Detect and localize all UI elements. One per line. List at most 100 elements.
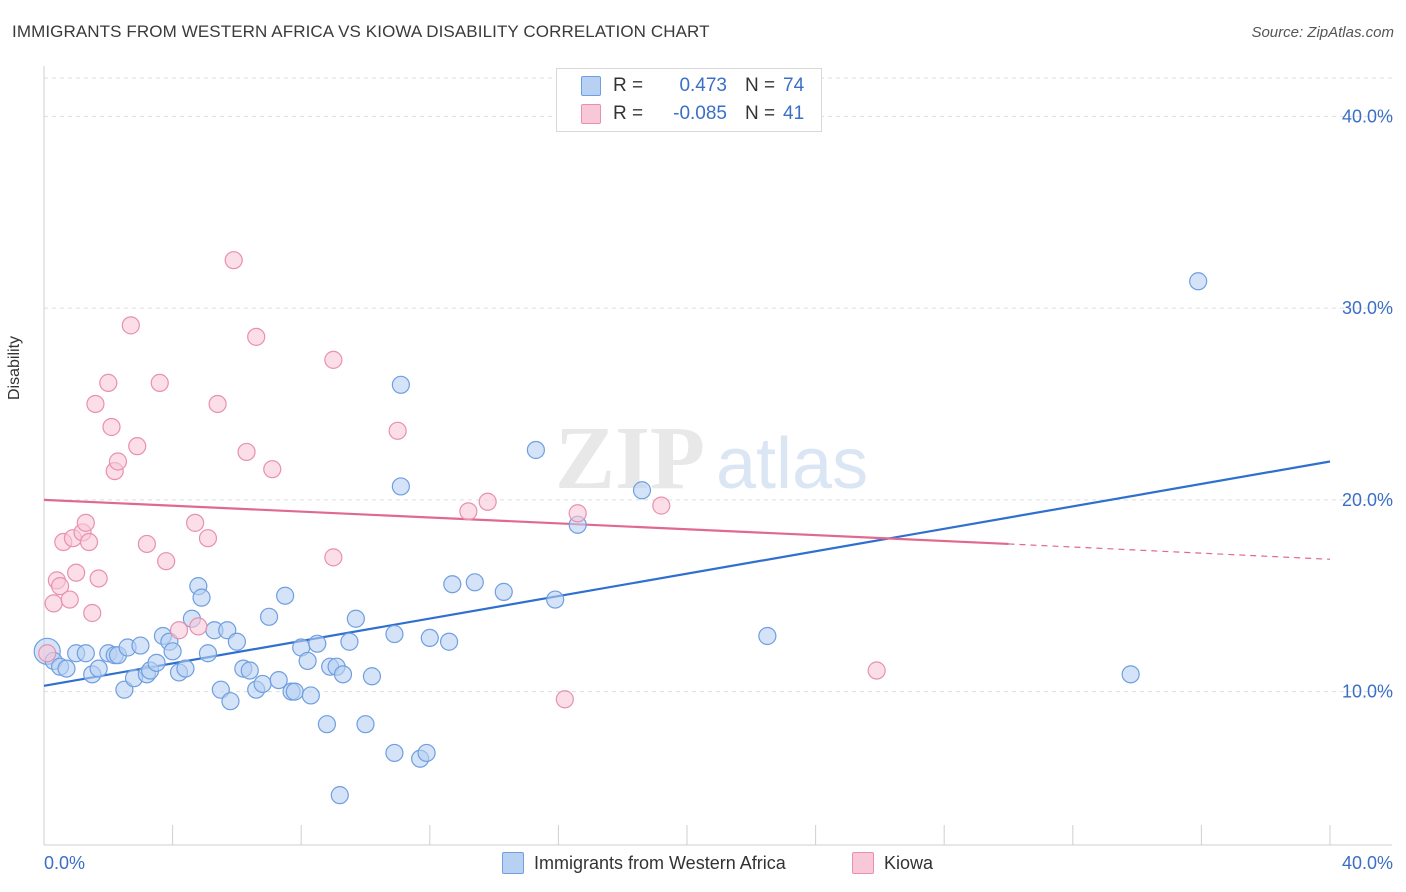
point-kiowa xyxy=(208,394,227,414)
point-western-africa xyxy=(385,624,404,644)
legend-r-value: 0.473 xyxy=(679,75,727,96)
point-western-africa xyxy=(221,692,240,711)
point-western-africa xyxy=(346,609,365,628)
point-western-africa xyxy=(253,674,272,694)
x-tick-label: 0.0% xyxy=(44,853,85,873)
point-western-africa xyxy=(417,743,436,763)
legend-n-value: 74 xyxy=(783,75,805,96)
watermark-atlas: atlas xyxy=(716,424,868,504)
point-kiowa xyxy=(89,569,108,588)
point-kiowa xyxy=(867,661,886,680)
point-kiowa xyxy=(157,552,176,571)
point-kiowa xyxy=(99,373,118,392)
point-kiowa xyxy=(224,251,243,270)
bottom-legend-kiowa: Kiowa xyxy=(852,852,933,874)
point-western-africa xyxy=(301,686,320,705)
trend-lines xyxy=(43,460,1331,687)
point-kiowa xyxy=(169,621,189,640)
grid-lines xyxy=(44,77,1392,693)
point-kiowa xyxy=(324,350,343,369)
point-western-africa xyxy=(465,573,484,592)
point-kiowa xyxy=(128,437,147,456)
point-western-africa xyxy=(317,715,337,734)
point-kiowa xyxy=(102,417,121,437)
point-western-africa xyxy=(420,628,439,648)
point-kiowa xyxy=(263,460,282,479)
point-western-africa xyxy=(758,626,777,646)
y-tick-labels: 10.0% 20.0% 30.0% 40.0% xyxy=(1342,106,1393,701)
point-kiowa xyxy=(67,563,86,582)
point-western-africa xyxy=(240,661,259,680)
point-kiowa xyxy=(79,532,99,552)
bottom-legend-label: Kiowa xyxy=(884,852,934,873)
point-kiowa xyxy=(108,452,128,471)
point-kiowa xyxy=(150,373,169,392)
trend-line-extension xyxy=(1008,543,1331,560)
point-western-africa xyxy=(333,665,353,684)
point-kiowa xyxy=(388,421,407,440)
point-western-africa xyxy=(131,636,150,655)
point-kiowa xyxy=(247,327,266,346)
point-kiowa xyxy=(50,577,70,596)
point-western-africa xyxy=(494,582,513,601)
trend-line-kiowa xyxy=(43,498,1009,546)
point-western-africa xyxy=(163,642,182,661)
data-points xyxy=(33,251,1208,805)
axes xyxy=(43,66,1392,846)
legend-r-label: R = xyxy=(613,75,644,96)
y-axis-label: Disability xyxy=(6,335,23,400)
point-western-africa xyxy=(57,659,76,678)
point-western-africa xyxy=(227,632,246,651)
point-western-africa xyxy=(546,590,565,609)
point-western-africa xyxy=(176,659,195,678)
point-kiowa xyxy=(324,548,343,567)
legend-r-label: R = xyxy=(613,103,644,124)
point-western-africa xyxy=(385,743,404,763)
point-western-africa xyxy=(443,575,462,594)
point-kiowa xyxy=(86,394,105,414)
source-label: Source: ZipAtlas.com xyxy=(1251,24,1394,41)
point-western-africa xyxy=(391,477,410,496)
point-kiowa xyxy=(76,513,95,532)
point-kiowa xyxy=(38,644,57,663)
trend-line-western-africa xyxy=(43,460,1331,687)
point-kiowa xyxy=(44,594,63,613)
point-western-africa xyxy=(632,481,652,500)
point-western-africa xyxy=(526,440,545,460)
chart-title: IMMIGRANTS FROM WESTERN AFRICA VS KIOWA … xyxy=(12,22,710,41)
bottom-legend-swatch-blue xyxy=(502,852,524,874)
point-kiowa xyxy=(459,502,478,521)
legend-swatch-blue xyxy=(581,76,601,96)
legend-n-label: N = xyxy=(745,75,776,96)
legend-row-western-africa: R = 0.473 N = 74 xyxy=(581,73,804,99)
point-western-africa xyxy=(340,632,359,651)
point-kiowa xyxy=(198,529,218,548)
point-kiowa xyxy=(189,617,208,636)
point-western-africa xyxy=(89,659,108,678)
bottom-legend-label: Immigrants from Western Africa xyxy=(534,852,786,873)
point-western-africa xyxy=(391,375,410,394)
x-tick-labels: 0.0% 40.0% xyxy=(44,853,1393,873)
y-tick-label: 30.0% xyxy=(1342,298,1393,318)
point-western-africa xyxy=(147,653,166,672)
point-kiowa xyxy=(186,513,205,532)
point-western-africa xyxy=(76,644,95,663)
legend-n-value: 41 xyxy=(783,103,805,124)
legend-r-value: -0.085 xyxy=(673,103,727,124)
point-western-africa xyxy=(259,607,279,626)
point-kiowa xyxy=(652,496,671,515)
point-kiowa xyxy=(555,690,574,709)
correlation-legend: R = 0.473 N = 74 R = -0.085 N = 41 xyxy=(556,68,822,132)
bottom-legend-western-africa: Immigrants from Western Africa xyxy=(502,852,786,874)
x-tick-label: 40.0% xyxy=(1342,853,1393,873)
legend-n-label: N = xyxy=(745,103,776,124)
point-kiowa xyxy=(237,442,256,462)
bottom-legend-swatch-pink xyxy=(852,852,874,874)
point-kiowa xyxy=(121,316,140,335)
point-kiowa xyxy=(60,590,79,609)
legend-swatch-pink xyxy=(581,104,601,124)
point-western-africa xyxy=(362,667,382,686)
legend-row-kiowa: R = -0.085 N = 41 xyxy=(581,101,804,127)
point-western-africa xyxy=(439,632,459,651)
